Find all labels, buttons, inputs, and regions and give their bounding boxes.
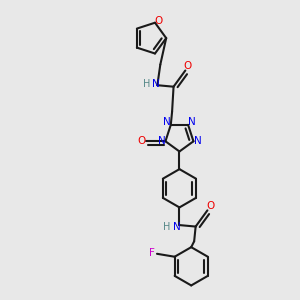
Text: N: N <box>158 136 166 146</box>
Text: O: O <box>137 136 145 146</box>
Text: F: F <box>149 248 155 258</box>
Text: N: N <box>152 79 160 89</box>
Text: O: O <box>184 61 192 71</box>
Text: N: N <box>188 118 196 128</box>
Text: N: N <box>172 222 180 232</box>
Text: O: O <box>155 16 163 26</box>
Text: N: N <box>163 118 171 128</box>
Text: N: N <box>194 136 202 146</box>
Text: O: O <box>206 201 214 211</box>
Text: H: H <box>142 79 150 89</box>
Text: H: H <box>163 222 171 232</box>
